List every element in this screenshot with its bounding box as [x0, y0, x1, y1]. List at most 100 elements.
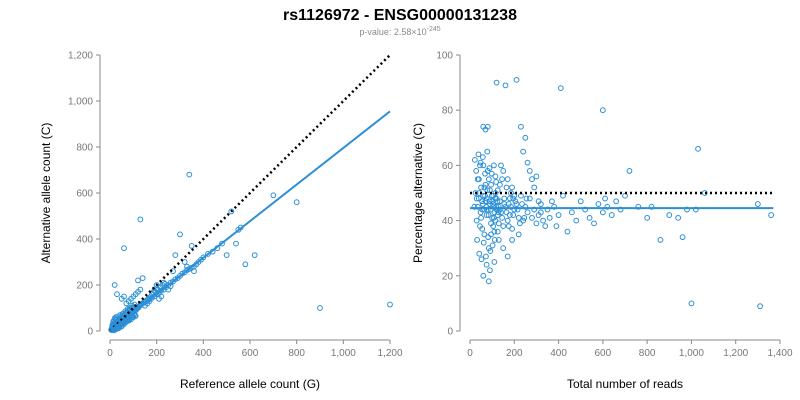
- data-point: [521, 214, 528, 221]
- chart-title: rs1126972 - ENSG00000131238: [283, 7, 517, 24]
- data-point: [635, 203, 642, 210]
- data-point: [496, 198, 503, 205]
- data-point: [508, 203, 514, 210]
- data-point: [480, 272, 487, 279]
- data-point: [595, 201, 602, 207]
- data-point: [613, 198, 620, 205]
- data-point: [481, 231, 488, 238]
- data-point: [486, 165, 493, 172]
- data-point: [488, 231, 494, 238]
- data-point: [475, 151, 482, 158]
- y-axis-title: Alternative allele count (C): [39, 123, 53, 264]
- data-point: [480, 239, 487, 246]
- data-point: [644, 214, 651, 221]
- data-point: [496, 181, 503, 188]
- x-tick-label: 1,000: [679, 348, 704, 359]
- data-point: [160, 279, 167, 286]
- data-point: [137, 286, 144, 293]
- data-point: [477, 209, 484, 216]
- y-tick-label: 200: [76, 281, 93, 292]
- data-point: [491, 228, 498, 235]
- x-tick-label: 0: [107, 348, 113, 359]
- data-point: [476, 250, 483, 257]
- y-tick-label: 800: [76, 143, 93, 154]
- x-tick-label: 1,400: [767, 348, 792, 359]
- y-tick-label: 100: [436, 51, 453, 62]
- data-point: [515, 231, 522, 238]
- data-point: [524, 209, 531, 216]
- data-point: [493, 79, 500, 86]
- data-point: [492, 217, 499, 224]
- data-point: [489, 214, 496, 221]
- data-point: [500, 168, 507, 174]
- data-point: [577, 198, 584, 205]
- data-point: [513, 201, 520, 207]
- scatter-panel-percentage: 0 200 400 600 800 1,000 1,200 1,400 0 20 40 60 80 100…: [411, 51, 793, 392]
- data-point: [591, 220, 597, 227]
- data-point: [473, 217, 480, 224]
- data-point: [526, 168, 533, 174]
- data-point: [493, 179, 500, 185]
- data-point: [531, 206, 538, 213]
- data-point: [608, 212, 615, 218]
- data-point: [487, 206, 494, 213]
- data-point: [494, 212, 501, 218]
- y-tick-label: 400: [76, 235, 93, 246]
- data-point: [242, 261, 249, 268]
- data-point: [501, 195, 508, 202]
- data-point: [515, 214, 522, 221]
- data-point: [139, 275, 146, 282]
- data-point: [485, 212, 492, 218]
- subtitle-prefix: p-value: 2.58×10: [359, 27, 426, 37]
- data-point: [498, 209, 504, 216]
- data-point: [513, 76, 520, 83]
- data-point: [523, 195, 530, 202]
- data-point: [537, 201, 544, 207]
- chart-subtitle: p-value: 2.58×10-245: [359, 26, 440, 37]
- x-tick-label: 400: [195, 348, 212, 359]
- data-point: [135, 277, 141, 284]
- data-point: [153, 282, 160, 288]
- data-point: [387, 301, 393, 308]
- data-point: [137, 216, 144, 223]
- data-point: [474, 237, 480, 243]
- data-point: [494, 198, 501, 205]
- data-point: [495, 220, 502, 227]
- data-point: [491, 237, 498, 243]
- data-point: [484, 187, 491, 194]
- data-point: [483, 253, 489, 260]
- data-point: [121, 293, 127, 300]
- data-point: [504, 176, 511, 183]
- y-axis-title: Percentage alternative (C): [411, 123, 425, 263]
- data-point: [317, 305, 323, 311]
- data-point: [535, 212, 542, 218]
- data-point: [161, 280, 168, 287]
- data-point: [475, 176, 482, 183]
- data-point: [522, 203, 529, 210]
- data-point: [675, 214, 682, 221]
- data-point: [505, 223, 512, 230]
- y-tick-label: 1,000: [68, 97, 93, 108]
- y-tick-label: 1,200: [68, 51, 93, 62]
- data-point: [499, 176, 506, 183]
- data-point: [506, 195, 513, 202]
- data-point: [599, 107, 606, 114]
- data-point: [701, 190, 708, 196]
- data-point: [524, 159, 531, 166]
- data-point: [504, 253, 511, 260]
- y-tick-label: 60: [442, 161, 454, 172]
- data-point: [692, 206, 699, 213]
- data-point: [121, 245, 127, 252]
- x-tick-label: 800: [639, 348, 656, 359]
- data-point: [553, 223, 560, 230]
- y-tick-label: 80: [442, 106, 454, 117]
- data-point: [551, 203, 558, 210]
- y-tick-label: 0: [87, 327, 93, 338]
- data-point: [500, 223, 507, 230]
- data-point: [573, 217, 580, 224]
- x-tick-label: 1,000: [331, 348, 356, 359]
- data-point: [495, 237, 502, 243]
- data-point: [484, 148, 491, 155]
- data-point: [184, 263, 190, 270]
- data-point: [223, 252, 230, 259]
